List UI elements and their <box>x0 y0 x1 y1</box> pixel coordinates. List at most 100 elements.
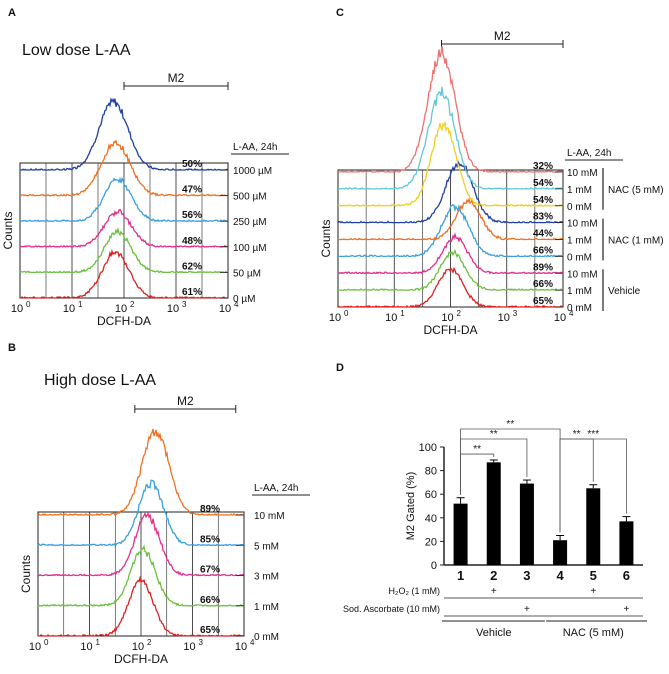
panel-c-letter: C <box>336 7 344 19</box>
panel-c-x-tick-label-exp: 1 <box>400 309 405 318</box>
panel-b-legend-header: L-AA, 24h <box>254 483 298 494</box>
panel-b-letter: B <box>8 342 16 354</box>
panel-c-condition-label: 10 mM <box>567 219 598 230</box>
panel-c-x-tick-label-exp: 3 <box>513 309 518 318</box>
panel-a-x-tick-label-exp: 0 <box>26 300 31 309</box>
panel-d-category-label: 3 <box>523 568 530 583</box>
panel-b-x-tick-label-base: 10 <box>132 641 144 653</box>
panel-c-condition-label: 10 mM <box>567 168 598 179</box>
panel-b-condition-label: 0 mM <box>254 632 279 643</box>
panel-a-histogram-trace <box>19 226 229 274</box>
panel-b-title: High dose L-AA <box>44 372 157 389</box>
panel-c-m2-percent: 54% <box>533 195 553 206</box>
panel-d-category-label: 2 <box>490 568 497 583</box>
panel-c-condition-label: 1 mM <box>567 286 592 297</box>
panel-c-x-tick-label-base: 10 <box>329 312 341 324</box>
panel-d-y-tick-label: 60 <box>425 489 437 501</box>
panel-c-condition-label: 1 mM <box>567 236 592 247</box>
panel-c-m2-percent: 44% <box>533 229 553 240</box>
panel-a-m2-percent: 47% <box>182 185 202 196</box>
panel-a-histogram-trace <box>20 139 228 197</box>
panel-a-x-tick-label: 10 2 <box>115 300 135 315</box>
panel-a-title: Low dose L-AA <box>22 42 131 59</box>
panel-d-y-tick-label: 100 <box>419 442 437 454</box>
panel-b-histogram-trace <box>37 428 245 516</box>
panel-b-x-tick-label-base: 10 <box>29 641 41 653</box>
panel-c-x-tick-label: 10 0 <box>329 309 349 324</box>
panel-b-x-tick-label-exp: 2 <box>147 638 152 647</box>
panel-b-condition-label: 3 mM <box>254 572 279 583</box>
panel-c-m2-percent: 66% <box>533 245 553 256</box>
panel-a-x-tick-label-exp: 3 <box>182 300 187 309</box>
panel-a-condition-label: 500 µM <box>233 192 267 203</box>
panel-c-y-axis-label: Counts <box>319 219 333 257</box>
panel-d-y-axis-label: M2 Gated (%) <box>405 472 417 540</box>
panel-a-condition-label: 50 µM <box>233 268 261 279</box>
panel-a-condition-label: 250 µM <box>233 217 267 228</box>
panel-a-x-tick-label: 10 1 <box>63 300 83 315</box>
panel-c-x-tick-label: 10 1 <box>385 309 405 324</box>
panel-c-histogram-trace <box>337 122 564 207</box>
panel-c-m2-percent: 66% <box>533 279 553 290</box>
panel-a-x-tick-label-base: 10 <box>11 303 23 315</box>
panel-b-x-tick-label-exp: 1 <box>96 638 101 647</box>
panel-b-x-tick-label-base: 10 <box>235 641 247 653</box>
panel-c-condition-label: 10 mM <box>567 269 598 280</box>
panel-a-condition-label: 1000 µM <box>233 166 272 177</box>
panel-d-h2o2-marker: + <box>491 586 497 597</box>
panel-b-m2-percent: 65% <box>200 625 220 636</box>
panel-b-x-tick-label-exp: 4 <box>250 638 255 647</box>
panel-c-group-label: Vehicle <box>608 286 641 297</box>
panel-a-m2-percent: 62% <box>182 261 202 272</box>
panel-a-histogram-trace <box>19 208 229 248</box>
panel-d-bar <box>586 488 601 565</box>
panel-c-x-tick-label-base: 10 <box>554 312 566 324</box>
panel-a-histogram-trace <box>19 96 229 171</box>
panel-b-m2-percent: 89% <box>200 504 220 515</box>
panel-b-x-axis-label: DCFH-DA <box>114 652 168 666</box>
panel-b-x-tick-label: 10 3 <box>183 638 203 653</box>
panel-a-m2-percent: 61% <box>182 287 202 298</box>
panel-d-y-tick-label: 0 <box>431 560 437 572</box>
panel-a-x-tick-label-exp: 1 <box>78 300 83 309</box>
panel-c-histogram-trace <box>337 231 564 275</box>
panel-a-x-tick-label: 10 3 <box>167 300 187 315</box>
panel-c-condition-label: 0 mM <box>567 252 592 263</box>
panel-d-category-label: 1 <box>457 568 464 583</box>
panel-a-x-tick-label: 10 4 <box>219 300 239 315</box>
panel-c-x-tick-label-exp: 2 <box>457 309 462 318</box>
panel-c-histogram-trace <box>337 46 564 173</box>
panel-a-m2-percent: 50% <box>182 159 202 170</box>
panel-a-x-tick-label-exp: 2 <box>130 300 135 309</box>
panel-a-x-axis-label: DCFH-DA <box>97 314 151 328</box>
panel-a-gate-label: M2 <box>168 71 185 85</box>
panel-d-significance-label: ** <box>473 444 481 455</box>
panel-a-x-tick-label-base: 10 <box>167 303 179 315</box>
panel-b-condition-label: 5 mM <box>254 541 279 552</box>
panel-a-m2-percent: 48% <box>182 236 202 247</box>
panel-c-x-tick-label-base: 10 <box>441 312 453 324</box>
panel-b-histogram-trace <box>38 544 245 607</box>
panel-b-x-tick-label: 10 1 <box>80 638 100 653</box>
panel-d-significance-label: ** <box>506 419 514 430</box>
panel-c-histogram-trace <box>338 203 564 258</box>
panel-a-legend-header: L-AA, 24h <box>233 142 277 153</box>
panel-c-x-axis-label: DCFH-DA <box>424 323 478 337</box>
panel-d-h2o2-label: H₂O₂ (1 mM) <box>389 586 440 596</box>
panel-a-condition-label: 100 µM <box>233 243 267 254</box>
panel-d-ascorbate-marker: + <box>623 604 629 615</box>
panel-d-y-tick-label: 80 <box>425 466 437 478</box>
panel-b-x-tick-label: 10 0 <box>29 638 49 653</box>
panel-d-ascorbate-label: Sod. Ascorbate (10 mM) <box>343 604 440 614</box>
panel-b-histogram-trace <box>37 575 244 638</box>
panel-b-gate-label: M2 <box>177 394 194 408</box>
panel-c-histogram-trace <box>337 248 564 292</box>
panel-b-condition-label: 1 mM <box>254 602 279 613</box>
panel-b-x-tick-label-base: 10 <box>183 641 195 653</box>
panel-a-histogram-trace <box>20 176 229 223</box>
panel-a-m2-percent: 56% <box>182 210 202 221</box>
panel-d-category-label: 4 <box>556 568 564 583</box>
panel-c-condition-label: 0 mM <box>567 202 592 213</box>
panel-b-x-tick-label-base: 10 <box>80 641 92 653</box>
panel-d-group-label: Vehicle <box>476 627 511 639</box>
